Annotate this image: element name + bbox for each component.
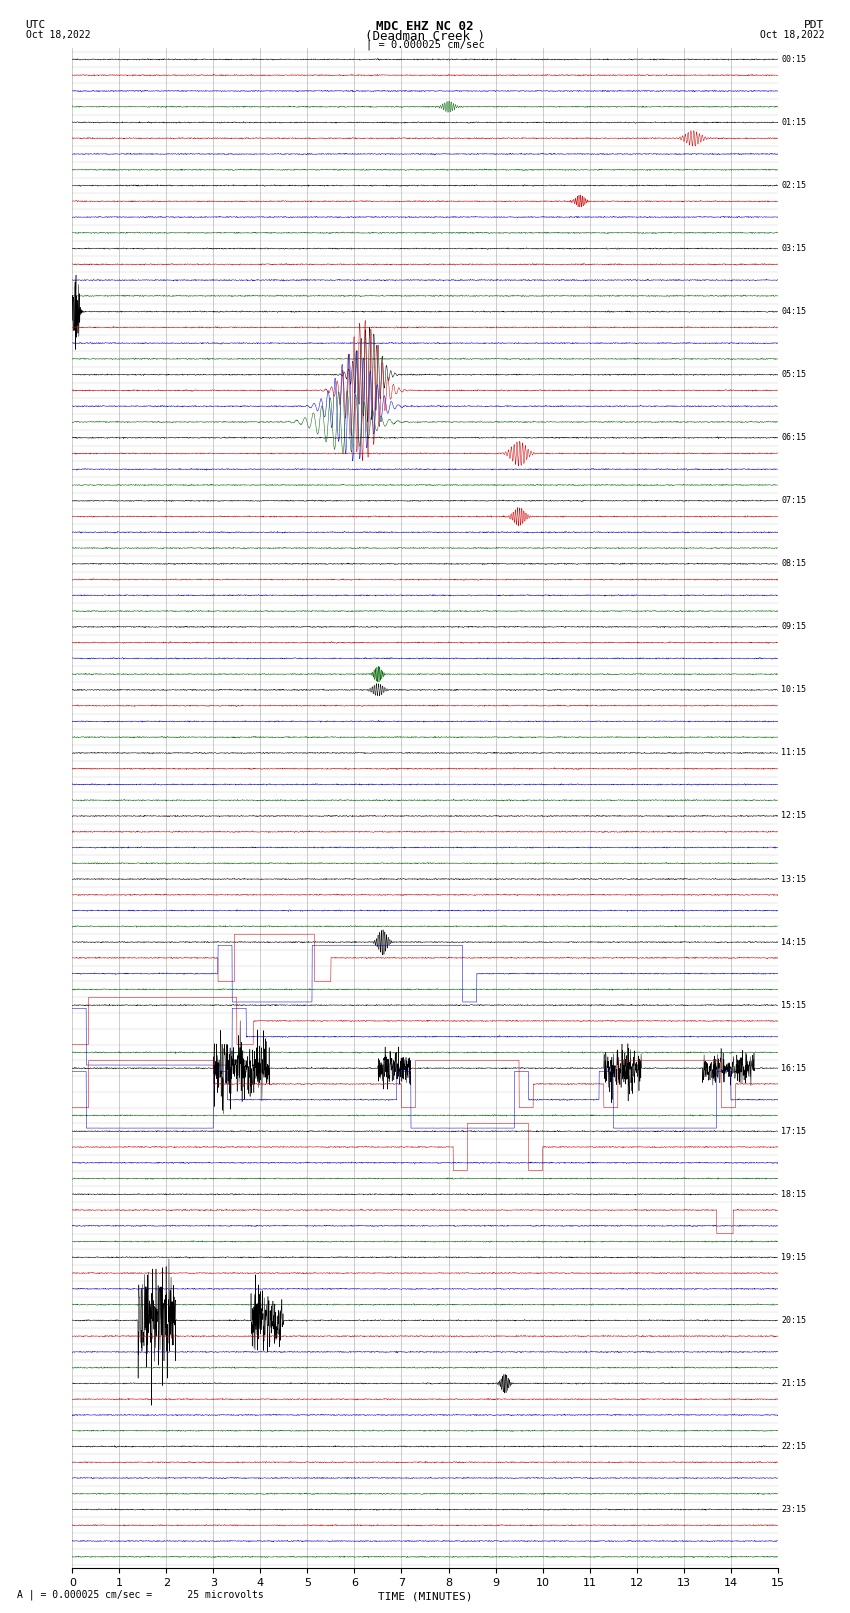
Text: Oct 18,2022: Oct 18,2022 [26,31,90,40]
Text: 18:15: 18:15 [781,1190,807,1198]
Text: (Deadman Creek ): (Deadman Creek ) [365,31,485,44]
Text: 12:15: 12:15 [781,811,807,821]
Text: 22:15: 22:15 [781,1442,807,1452]
Text: 10:15: 10:15 [781,686,807,695]
Text: Oct 18,2022: Oct 18,2022 [760,31,824,40]
Text: 04:15: 04:15 [781,306,807,316]
Text: 02:15: 02:15 [781,181,807,190]
Text: | = 0.000025 cm/sec: | = 0.000025 cm/sec [366,39,484,50]
Text: 01:15: 01:15 [781,118,807,127]
Text: 03:15: 03:15 [781,244,807,253]
Text: 11:15: 11:15 [781,748,807,758]
Text: 08:15: 08:15 [781,560,807,568]
Text: UTC: UTC [26,19,46,31]
Text: 20:15: 20:15 [781,1316,807,1324]
Text: 17:15: 17:15 [781,1127,807,1136]
Text: 09:15: 09:15 [781,623,807,631]
Text: PDT: PDT [804,19,824,31]
Text: 19:15: 19:15 [781,1253,807,1261]
Text: 06:15: 06:15 [781,434,807,442]
Text: A | = 0.000025 cm/sec =      25 microvolts: A | = 0.000025 cm/sec = 25 microvolts [17,1589,264,1600]
Text: 13:15: 13:15 [781,874,807,884]
Text: 15:15: 15:15 [781,1000,807,1010]
Text: 14:15: 14:15 [781,937,807,947]
Text: 23:15: 23:15 [781,1505,807,1515]
Text: 21:15: 21:15 [781,1379,807,1387]
X-axis label: TIME (MINUTES): TIME (MINUTES) [377,1592,473,1602]
Text: 00:15: 00:15 [781,55,807,65]
Text: MDC EHZ NC 02: MDC EHZ NC 02 [377,19,473,34]
Text: 05:15: 05:15 [781,369,807,379]
Text: 16:15: 16:15 [781,1063,807,1073]
Text: 07:15: 07:15 [781,497,807,505]
